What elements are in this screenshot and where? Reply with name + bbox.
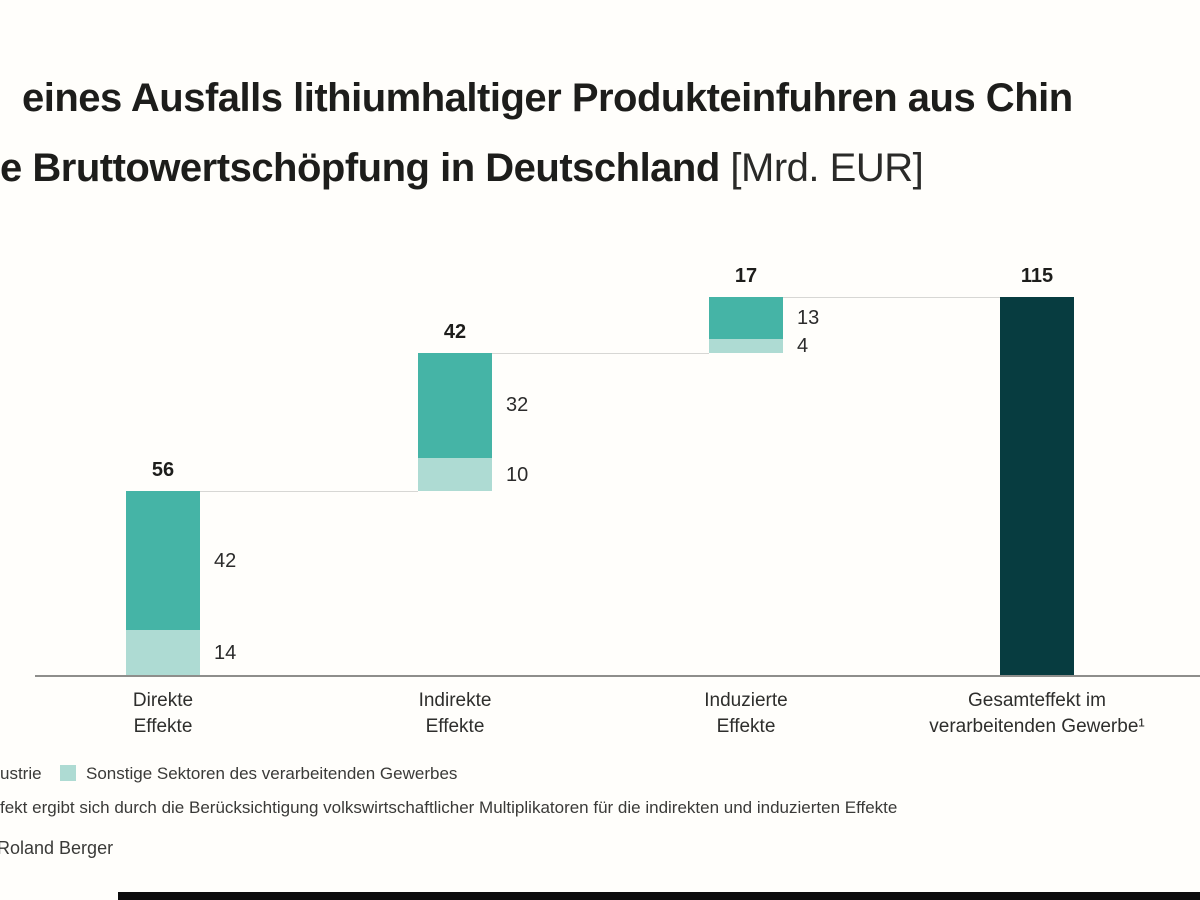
bar-segment-light (126, 629, 200, 676)
chart-title-line2-bold: e Bruttowertschöpfung in Deutschland (0, 146, 731, 190)
chart-title-line2: e Bruttowertschöpfung in Deutschland [Mr… (0, 146, 924, 191)
bar-segment-light (418, 458, 492, 492)
segment-value-label: 42 (214, 549, 237, 572)
segment-value-label: 13 (797, 306, 820, 329)
chart-title-unit: [Mrd. EUR] (730, 146, 924, 190)
segment-value-label: 32 (506, 394, 529, 417)
waterfall-connector (200, 491, 418, 493)
footer-bar (118, 892, 1200, 900)
column-total-label: 17 (734, 264, 758, 287)
segment-value-label: 10 (506, 463, 529, 486)
column-total-label: 56 (151, 459, 175, 482)
bar-segment-teal (126, 491, 200, 630)
legend-item-other-sectors: Sonstige Sektoren des verarbeitenden Gew… (86, 764, 458, 783)
column-total-label: 115 (1020, 264, 1054, 287)
bar-segment-teal (418, 352, 492, 459)
footnote: fekt ergibt sich durch die Berücksichtig… (0, 798, 898, 817)
x-axis-line (35, 675, 1200, 677)
bar-segment-teal (709, 296, 783, 340)
column-total-label: 42 (443, 320, 467, 343)
segment-value-label: 4 (797, 335, 809, 357)
legend-swatch-light-teal (60, 765, 76, 781)
x-axis-category-label: Direkte Effekte (132, 690, 194, 737)
total-bar (1000, 296, 1074, 676)
x-axis-category-label: Induzierte Effekte (704, 690, 788, 737)
x-axis-category-label: Gesamteffekt im verarbeitenden Gewerbe¹ (929, 690, 1145, 737)
bar-segment-light (709, 339, 783, 353)
legend-item-industry-truncated: ustrie (0, 764, 42, 783)
x-axis-category-label: Indirekte Effekte (418, 690, 492, 737)
source-credit: Roland Berger (0, 838, 114, 858)
waterfall-connector (783, 296, 1000, 298)
waterfall-connector (492, 352, 709, 354)
chart-title-line1: eines Ausfalls lithiumhaltiger Produktei… (22, 76, 1073, 120)
segment-value-label: 14 (214, 641, 237, 664)
